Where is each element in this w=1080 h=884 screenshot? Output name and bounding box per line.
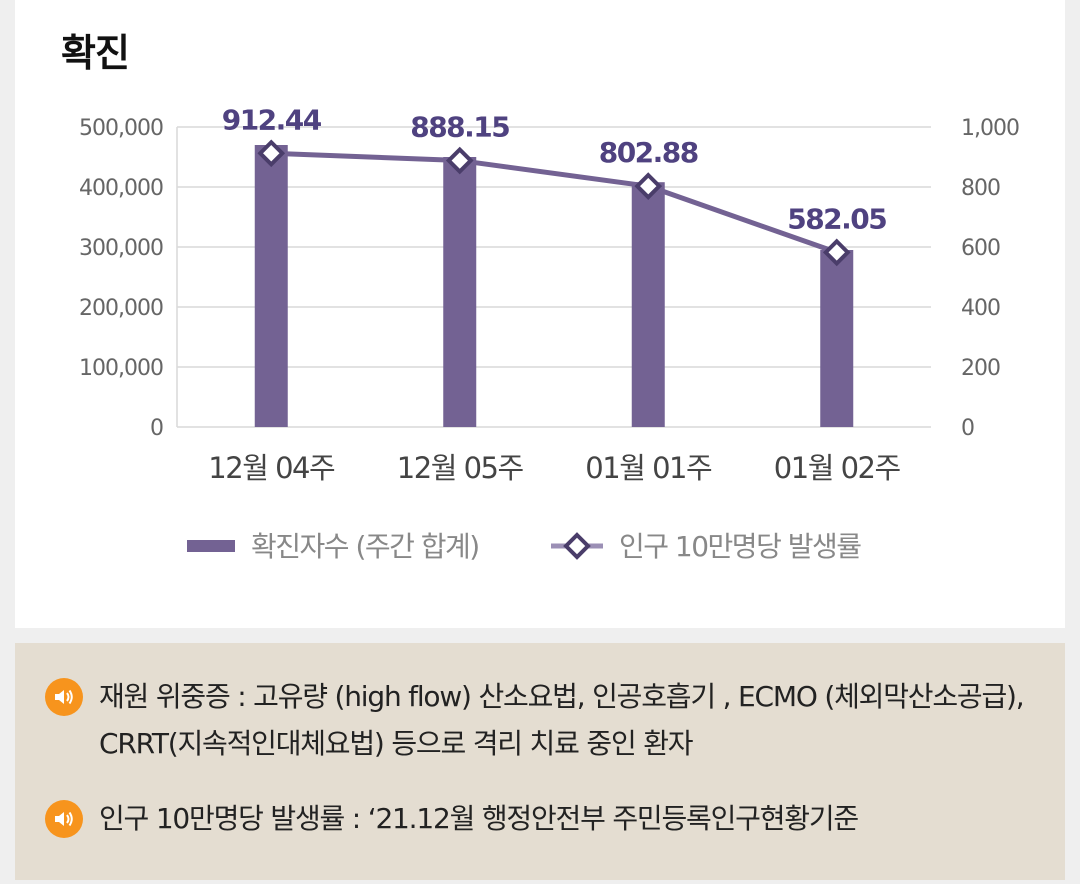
x-tick-label: 01월 02주 bbox=[774, 451, 901, 485]
speaker-icon bbox=[45, 800, 83, 838]
chart-title: 확진 bbox=[61, 31, 130, 75]
note-item: 인구 10만명당 발생률 : ‘21.12월 행정안전부 주민등록인구현황기준 bbox=[45, 795, 1039, 842]
bar bbox=[443, 157, 477, 427]
legend-line-marker bbox=[563, 532, 591, 560]
line-point-marker bbox=[634, 172, 663, 200]
legend-line-label: 인구 10만명당 발생률 bbox=[619, 530, 861, 563]
y-right-tick-label: 0 bbox=[961, 416, 974, 441]
speaker-icon bbox=[45, 678, 83, 716]
combo-chart: 0 100,000 200,000 300,000 400,000 500,000 0 200… bbox=[79, 103, 1020, 563]
y-right-tick-label: 1,000 bbox=[961, 116, 1019, 141]
bar bbox=[254, 145, 288, 427]
y-left-tick-label: 500,000 bbox=[79, 116, 163, 141]
x-tick-label: 12월 05주 bbox=[397, 451, 524, 485]
y-right-tick-label: 800 bbox=[961, 176, 1000, 201]
line-point-marker bbox=[445, 146, 474, 175]
y-left-tick-label: 200,000 bbox=[79, 296, 163, 321]
line-point-marker bbox=[257, 139, 286, 168]
chart-card: 확진 0 100,000 200,000 300,000 400,000 500,000 0… bbox=[15, 0, 1065, 628]
series-line bbox=[271, 150, 838, 255]
line-point-marker bbox=[822, 238, 851, 267]
y-left-tick-label: 0 bbox=[150, 416, 163, 441]
notes-panel: 재원 위중증 : 고유량 (high flow) 산소요법, 인공호흡기 , E… bbox=[15, 643, 1065, 880]
y-left-tick-label: 400,000 bbox=[79, 176, 163, 201]
data-label: 802.88 bbox=[599, 136, 698, 169]
y-left-tick-label: 300,000 bbox=[79, 236, 163, 261]
data-label: 888.15 bbox=[410, 111, 509, 144]
y-right-tick-label: 400 bbox=[961, 296, 1000, 321]
y-right-tick-label: 200 bbox=[961, 356, 1000, 381]
data-label: 912.44 bbox=[222, 103, 322, 136]
y-right-tick-label: 600 bbox=[961, 236, 1000, 261]
bar bbox=[631, 182, 665, 427]
bar bbox=[820, 250, 854, 427]
data-label: 582.05 bbox=[787, 202, 886, 235]
y-left-tick-label: 100,000 bbox=[79, 356, 163, 381]
legend-bar-label: 확진자수 (주간 합계) bbox=[251, 530, 479, 563]
note-text: 인구 10만명당 발생률 : ‘21.12월 행정안전부 주민등록인구현황기준 bbox=[99, 802, 859, 835]
legend-bar-swatch bbox=[187, 540, 235, 552]
note-text: 재원 위중증 : 고유량 (high flow) 산소요법, 인공호흡기 , E… bbox=[99, 680, 1025, 760]
x-tick-label: 12월 04주 bbox=[208, 451, 335, 485]
note-item: 재원 위중증 : 고유량 (high flow) 산소요법, 인공호흡기 , E… bbox=[45, 673, 1039, 767]
x-tick-label: 01월 01주 bbox=[585, 451, 712, 485]
